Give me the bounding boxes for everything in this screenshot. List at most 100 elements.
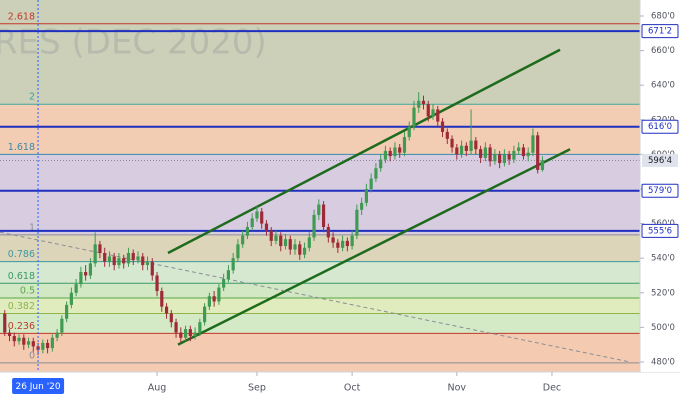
- candle-body: [136, 256, 140, 260]
- x-tick-label: Dec: [543, 383, 561, 394]
- x-tick-label: Sep: [248, 383, 266, 394]
- candle-body: [231, 258, 235, 271]
- candle-body: [293, 244, 297, 250]
- fib-label: 0.786: [8, 249, 35, 260]
- candle-body: [160, 291, 164, 307]
- price-badge-label: 579'0: [648, 186, 672, 196]
- candle-body: [26, 341, 31, 345]
- candle-body: [331, 237, 335, 243]
- price-badge: [641, 223, 679, 238]
- candle-body: [440, 121, 445, 132]
- cursor-label: 26 Jun '20: [15, 382, 60, 392]
- candle-body: [317, 204, 321, 215]
- candle-body: [412, 107, 416, 127]
- candle-body: [379, 159, 383, 169]
- candle-body: [455, 147, 459, 155]
- x-tick-label: Nov: [448, 383, 467, 394]
- candle-body: [407, 126, 411, 138]
- candle-body: [426, 104, 430, 117]
- fib-band: [0, 333, 640, 372]
- watermark: RES (DEC 2020): [0, 23, 267, 63]
- x-tick-label: Oct: [344, 383, 361, 394]
- y-tick-label: 660'0: [651, 46, 675, 56]
- candle-body: [74, 284, 78, 293]
- candle-body: [402, 137, 407, 153]
- candle-body: [436, 109, 440, 122]
- y-tick-label: 640'0: [651, 81, 675, 91]
- price-badge: [641, 183, 679, 198]
- candle-body: [236, 244, 240, 259]
- candle-body: [312, 214, 316, 238]
- last-price-badge: [642, 153, 678, 167]
- candle-body: [521, 147, 526, 157]
- candle-body: [17, 337, 21, 342]
- candle-body: [212, 296, 216, 302]
- candle-body: [341, 240, 345, 248]
- candle-body: [421, 100, 426, 105]
- candle-body: [112, 256, 116, 266]
- fib-label: 0.382: [8, 301, 35, 312]
- candle-body: [183, 329, 188, 338]
- candle-body: [93, 244, 97, 264]
- candle-body: [164, 306, 169, 314]
- candle-body: [398, 147, 402, 153]
- y-tick-label: 680'0: [651, 12, 675, 22]
- candle-body: [260, 211, 264, 224]
- candle-body: [22, 337, 26, 345]
- candle-body: [169, 313, 173, 323]
- candle-body: [526, 152, 530, 157]
- candle-body: [478, 149, 483, 158]
- candle-body: [69, 292, 73, 305]
- trendline: [167, 48, 561, 255]
- candle-body: [459, 145, 464, 155]
- candle-body: [502, 154, 506, 164]
- candle-body: [531, 135, 535, 153]
- candle-body: [241, 235, 245, 245]
- candle-body: [321, 204, 326, 228]
- trendline: [177, 148, 571, 346]
- candle-body: [307, 237, 311, 248]
- candle-body: [217, 287, 221, 302]
- candle-body: [226, 270, 231, 279]
- y-tick-label: 520'0: [651, 288, 675, 298]
- candle-body: [141, 256, 145, 266]
- candle-body: [498, 154, 502, 164]
- fib-label: 1.618: [8, 142, 35, 153]
- candle-body: [269, 230, 273, 241]
- candle-body: [174, 322, 178, 333]
- candle-body: [79, 272, 83, 285]
- fib-label: 1: [29, 222, 35, 233]
- candle-body: [512, 150, 516, 160]
- candle-body: [355, 209, 359, 236]
- price-badge-label: 671'2: [648, 27, 672, 37]
- candle-body: [41, 342, 45, 350]
- candle-body: [250, 218, 254, 228]
- price-badge: [641, 24, 679, 39]
- candle-body: [150, 261, 154, 276]
- price-badge-label: 555'6: [648, 226, 672, 236]
- candle-body: [274, 235, 278, 241]
- candle-body: [445, 131, 449, 139]
- candle-body: [464, 145, 468, 151]
- candle-body: [393, 147, 397, 157]
- fib-band: [0, 0, 640, 24]
- candle-body: [60, 318, 64, 333]
- candle-body: [364, 188, 368, 203]
- candle-body: [488, 147, 492, 162]
- candle-body: [345, 240, 349, 247]
- fib-band: [0, 261, 640, 284]
- candle-body: [179, 332, 183, 338]
- candle-body: [193, 332, 197, 337]
- candle-body: [369, 178, 373, 189]
- candle-body: [350, 235, 354, 247]
- candle-body: [207, 296, 211, 307]
- candle-body: [374, 168, 378, 179]
- x-axis-bg: [0, 373, 680, 402]
- candle-body: [145, 261, 150, 266]
- candle-body: [469, 140, 473, 151]
- candle-body: [288, 239, 292, 250]
- candle-body: [222, 278, 226, 288]
- candle-body: [536, 135, 540, 170]
